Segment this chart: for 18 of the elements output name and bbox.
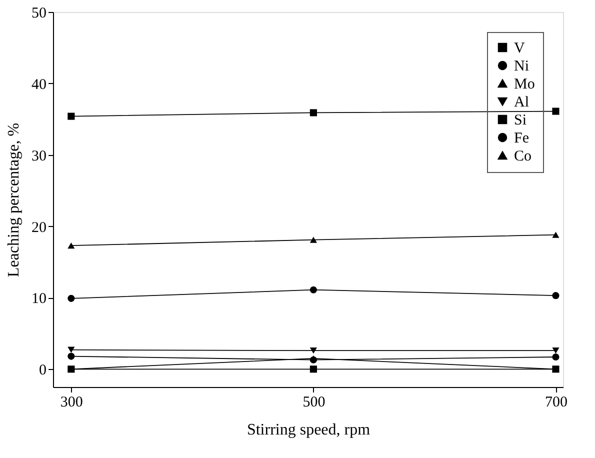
- legend-label: Ni: [514, 58, 529, 74]
- legend-label: Co: [514, 148, 532, 164]
- y-tick-label: 10: [32, 291, 46, 308]
- x-tick-label: 500: [302, 394, 326, 410]
- legend-label: Mo: [514, 76, 535, 92]
- legend-label: Fe: [514, 130, 530, 146]
- legend-label: Al: [514, 94, 529, 110]
- legend-label: V: [514, 40, 525, 56]
- y-tick-label: 50: [32, 6, 46, 22]
- x-tick-label: 300: [60, 394, 83, 410]
- x-tick-label: 700: [544, 394, 568, 410]
- x-axis-title: Stirring speed, rpm: [246, 422, 371, 438]
- y-tick-label: 20: [32, 220, 46, 236]
- y-tick-label: 30: [32, 148, 46, 164]
- y-tick-label: 40: [32, 76, 46, 93]
- legend-label: Si: [514, 112, 527, 128]
- y-tick-label: 0: [39, 362, 46, 379]
- y-axis-title: Leaching percentage, %: [6, 122, 22, 278]
